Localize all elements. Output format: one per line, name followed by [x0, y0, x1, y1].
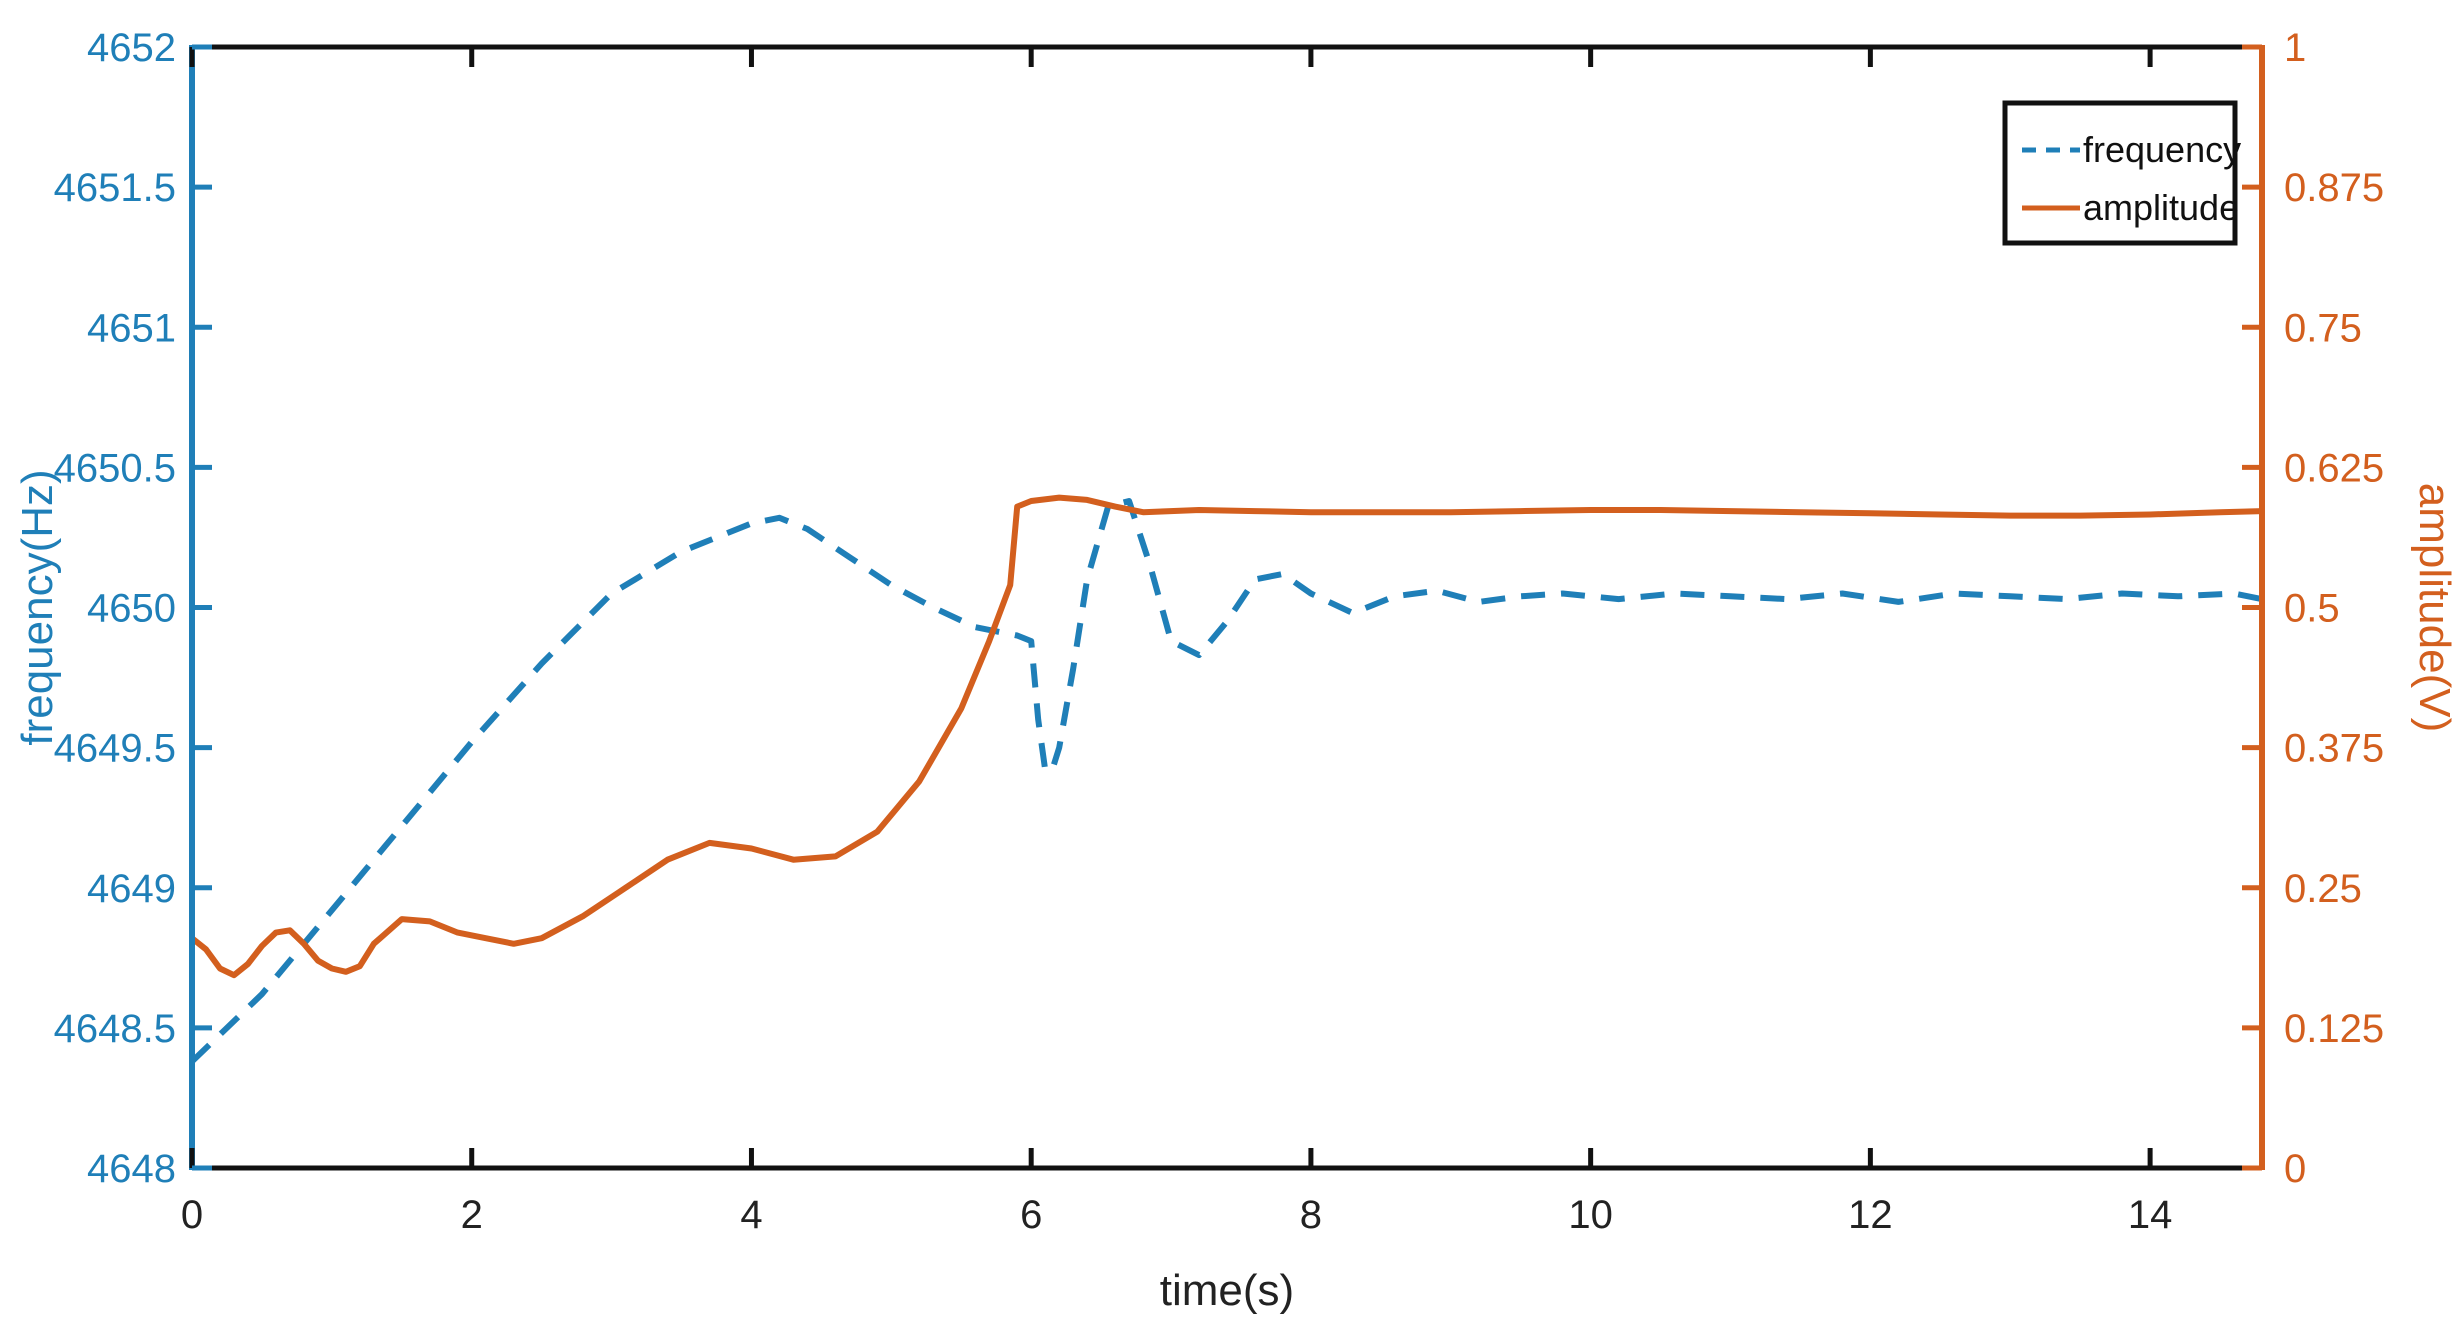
- legend-box: [2002, 100, 2238, 246]
- x-tick-label: 4: [740, 1193, 762, 1237]
- y-right-tick-label: 0.625: [2284, 446, 2384, 490]
- series-line-frequency: [189, 498, 2263, 1064]
- y-left-tick-label: 4648: [87, 1147, 176, 1191]
- x-tick-label: 12: [1848, 1193, 1893, 1237]
- y-right-tick-label: 0.75: [2284, 306, 2362, 350]
- x-tick-label: 6: [1020, 1193, 1042, 1237]
- legend-label-frequency: frequency: [2083, 129, 2241, 170]
- legend-label-amplitude: amplitude: [2083, 187, 2239, 228]
- tick-layer: 0 2 4 6 8 10 12 1446484648.546494649.546504650.…: [54, 26, 2384, 1237]
- x-tick-label: 14: [2128, 1193, 2173, 1237]
- y-left-tick-label: 4650.5: [54, 446, 176, 490]
- x-tick-label: 8: [1300, 1193, 1322, 1237]
- legend: frequency amplitude: [2002, 100, 2241, 246]
- x-tick-label: 10: [1568, 1193, 1613, 1237]
- y-left-tick-label: 4649: [87, 867, 176, 911]
- y-right-tick-label: 0.875: [2284, 166, 2384, 210]
- x-tick-label: 2: [461, 1193, 483, 1237]
- y-left-tick-label: 4651.5: [54, 166, 176, 210]
- y-right-tick-label: 0.375: [2284, 727, 2384, 771]
- y-axis-left-label: frequency(Hz): [13, 469, 62, 745]
- y-left-tick-label: 4650: [87, 587, 176, 631]
- y-right-tick-label: 0.125: [2284, 1007, 2384, 1051]
- series-line-amplitude: [190, 494, 2263, 979]
- y-left-tick-label: 4651: [87, 306, 176, 350]
- y-right-tick-label: 1: [2284, 26, 2306, 70]
- x-tick-label: 0: [181, 1193, 203, 1237]
- y-left-tick-label: 4649.5: [54, 727, 176, 771]
- y-right-tick-label: 0.5: [2284, 587, 2340, 631]
- y-left-tick-label: 4652: [87, 26, 176, 70]
- axis-label-layer: time(s) frequency(Hz) amplitude(V): [13, 469, 2459, 1315]
- x-axis-label: time(s): [1160, 1266, 1294, 1315]
- y-right-tick-label: 0.25: [2284, 867, 2362, 911]
- series-layer: [189, 494, 2263, 1064]
- y-left-tick-label: 4648.5: [54, 1007, 176, 1051]
- y-axis-right-label: amplitude(V): [2410, 483, 2459, 732]
- plot-frame: [189, 44, 2265, 1171]
- y-right-tick-label: 0: [2284, 1147, 2306, 1191]
